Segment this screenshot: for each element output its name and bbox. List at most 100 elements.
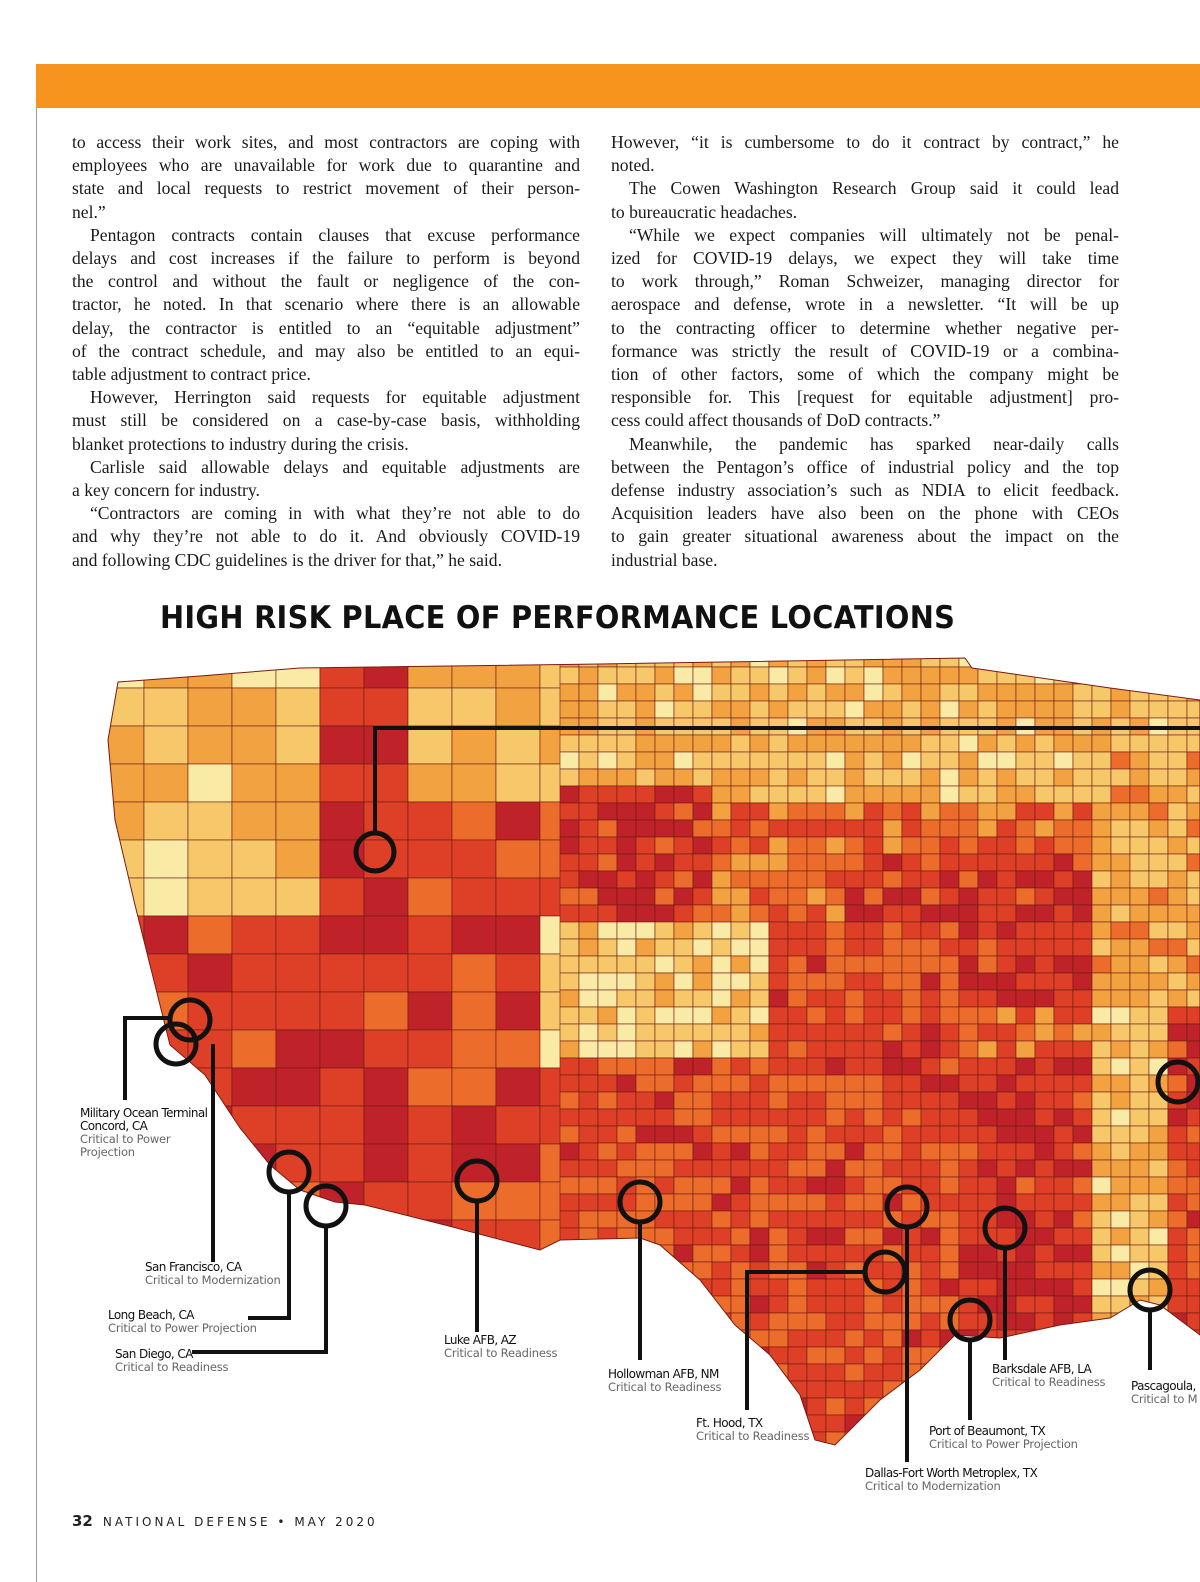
county-cell: [143, 725, 189, 765]
county-cell: [749, 1006, 770, 1025]
county-cell: [920, 734, 941, 753]
county-cell: [844, 1023, 865, 1042]
county-cell: [1148, 938, 1169, 957]
county-cell: [749, 658, 770, 668]
county-cell: [768, 836, 789, 855]
county-cell: [1092, 1449, 1111, 1466]
county-cell: [711, 802, 732, 821]
county-cell: [730, 989, 751, 1008]
county-cell: [768, 666, 789, 685]
county-cell: [1034, 802, 1055, 821]
county-cell: [495, 1181, 541, 1221]
county-cell: [1167, 887, 1188, 906]
county-cell: [977, 785, 998, 804]
county-cell: [939, 904, 960, 923]
county-cell: [863, 938, 884, 957]
county-cell: [749, 751, 770, 770]
county-cell: [711, 1006, 732, 1025]
location-marker-san-francisco[interactable]: [153, 1021, 199, 1067]
county-cell: [363, 915, 409, 955]
county-cell: [1072, 658, 1093, 668]
county-cell: [673, 1125, 694, 1144]
location-marker-san-diego[interactable]: [303, 1183, 349, 1229]
county-cell: [187, 839, 233, 879]
county-cell: [363, 687, 409, 727]
county-cell: [958, 819, 979, 838]
county-cell: [635, 700, 656, 719]
county-cell: [673, 1329, 694, 1348]
county-cell: [863, 1193, 884, 1212]
county-cell: [108, 1181, 145, 1221]
county-cell: [768, 1176, 789, 1195]
county-cell: [882, 972, 903, 991]
county-cell: [711, 870, 732, 889]
location-label: Pascagoula, Critical to M: [1131, 1379, 1198, 1406]
county-cell: [787, 658, 808, 668]
county-cell: [863, 1176, 884, 1195]
location-marker-pascagoula[interactable]: [1127, 1267, 1173, 1313]
location-marker-concord[interactable]: [167, 997, 213, 1043]
county-cell: [597, 921, 618, 940]
county-cell: [1149, 1449, 1168, 1466]
county-cell: [787, 938, 808, 957]
location-marker-dfw[interactable]: [884, 1184, 930, 1230]
county-cell: [363, 763, 409, 803]
county-cell: [1129, 700, 1150, 719]
county-cell: [1015, 1397, 1036, 1416]
county-cell: [768, 1312, 789, 1331]
location-marker-long-beach[interactable]: [266, 1149, 312, 1195]
county-cell: [1186, 819, 1200, 838]
county-cell: [787, 802, 808, 821]
article-line: employees who are unavailable for work d…: [72, 155, 580, 176]
county-cell: [1072, 734, 1093, 753]
county-cell: [319, 953, 365, 993]
county-cell: [882, 904, 903, 923]
county-cell: [275, 1257, 321, 1297]
county-cell: [1091, 1261, 1112, 1280]
county-cell: [673, 1057, 694, 1076]
location-marker-beaumont[interactable]: [947, 1297, 993, 1343]
county-cell: [977, 1261, 998, 1280]
county-cell: [673, 1295, 694, 1314]
county-cell: [844, 683, 865, 702]
county-cell: [768, 853, 789, 872]
county-cell: [882, 734, 903, 753]
county-cell: [863, 785, 884, 804]
county-cell: [1167, 734, 1188, 753]
location-marker-barksdale[interactable]: [982, 1205, 1028, 1251]
leader-line-idaho: [373, 726, 1200, 832]
county-cell: [806, 1023, 827, 1042]
county-cell: [844, 1125, 865, 1144]
county-cell: [1167, 658, 1188, 668]
county-cell: [787, 989, 808, 1008]
county-cell: [692, 751, 713, 770]
county-cell: [597, 1006, 618, 1025]
county-cell: [1034, 768, 1055, 787]
county-cell: [187, 1219, 233, 1259]
county-cell: [1072, 1193, 1093, 1212]
county-cell: [1148, 904, 1169, 923]
county-cell: [920, 1142, 941, 1161]
county-cell: [1148, 658, 1169, 668]
county-cell: [749, 683, 770, 702]
county-cell: [1072, 938, 1093, 957]
county-cell: [1091, 1040, 1112, 1059]
county-cell: [597, 1397, 618, 1416]
county-cell: [1034, 1057, 1055, 1076]
county-cell: [882, 1023, 903, 1042]
location-marker-idaho[interactable]: [353, 830, 397, 874]
county-cell: [806, 836, 827, 855]
county-cell: [768, 1397, 789, 1416]
location-marker-luke[interactable]: [454, 1158, 500, 1204]
location-marker-ft-hood[interactable]: [862, 1249, 908, 1295]
county-cell: [673, 1023, 694, 1042]
county-cell: [1167, 1176, 1188, 1195]
county-cell: [1053, 700, 1074, 719]
location-marker-unlabeled[interactable]: [1155, 1059, 1200, 1105]
county-cell: [882, 938, 903, 957]
county-cell: [1034, 1329, 1055, 1348]
county-cell: [863, 734, 884, 753]
county-cell: [844, 938, 865, 957]
county-cell: [1110, 768, 1131, 787]
location-marker-holloman[interactable]: [617, 1179, 663, 1225]
